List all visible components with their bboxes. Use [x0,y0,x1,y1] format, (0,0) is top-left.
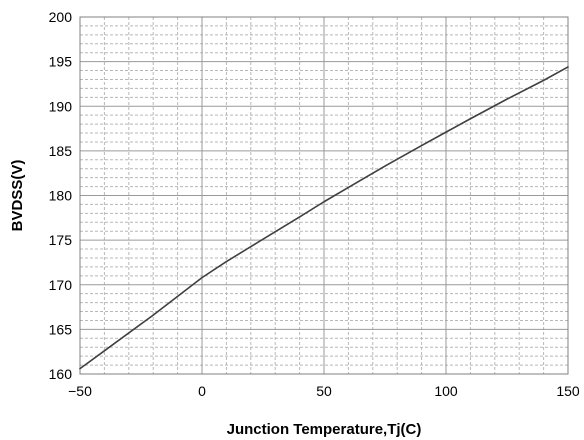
x-tick-label: 100 [434,383,458,399]
y-tick-label: 195 [49,54,73,70]
y-tick-label: 200 [49,9,73,25]
y-tick-label: 180 [49,188,73,204]
plot-area-border [79,16,569,375]
y-tick-label: 185 [49,143,73,159]
x-tick-label: 50 [316,383,332,399]
series-line-1 [79,66,569,370]
y-tick-label: 175 [49,232,73,248]
y-axis-title: BVDSS(V) [9,160,26,232]
major-gridlines [80,17,568,374]
x-tick-label: −50 [68,383,92,399]
minor-gridlines [80,17,568,374]
y-tick-label: 170 [49,277,73,293]
x-axis-title: Junction Temperature,Tj(C) [227,421,422,438]
y-tick-label: 190 [49,98,73,114]
x-axis-tick-labels: −50 0 50 100 150 [68,383,580,399]
x-tick-label: 0 [198,383,206,399]
series-layer [79,66,569,370]
y-axis-tick-labels: 160 165 170 175 180 185 190 195 200 [49,9,73,382]
x-tick-label: 150 [556,383,580,399]
y-tick-label: 165 [49,321,73,337]
y-tick-label: 160 [49,366,73,382]
